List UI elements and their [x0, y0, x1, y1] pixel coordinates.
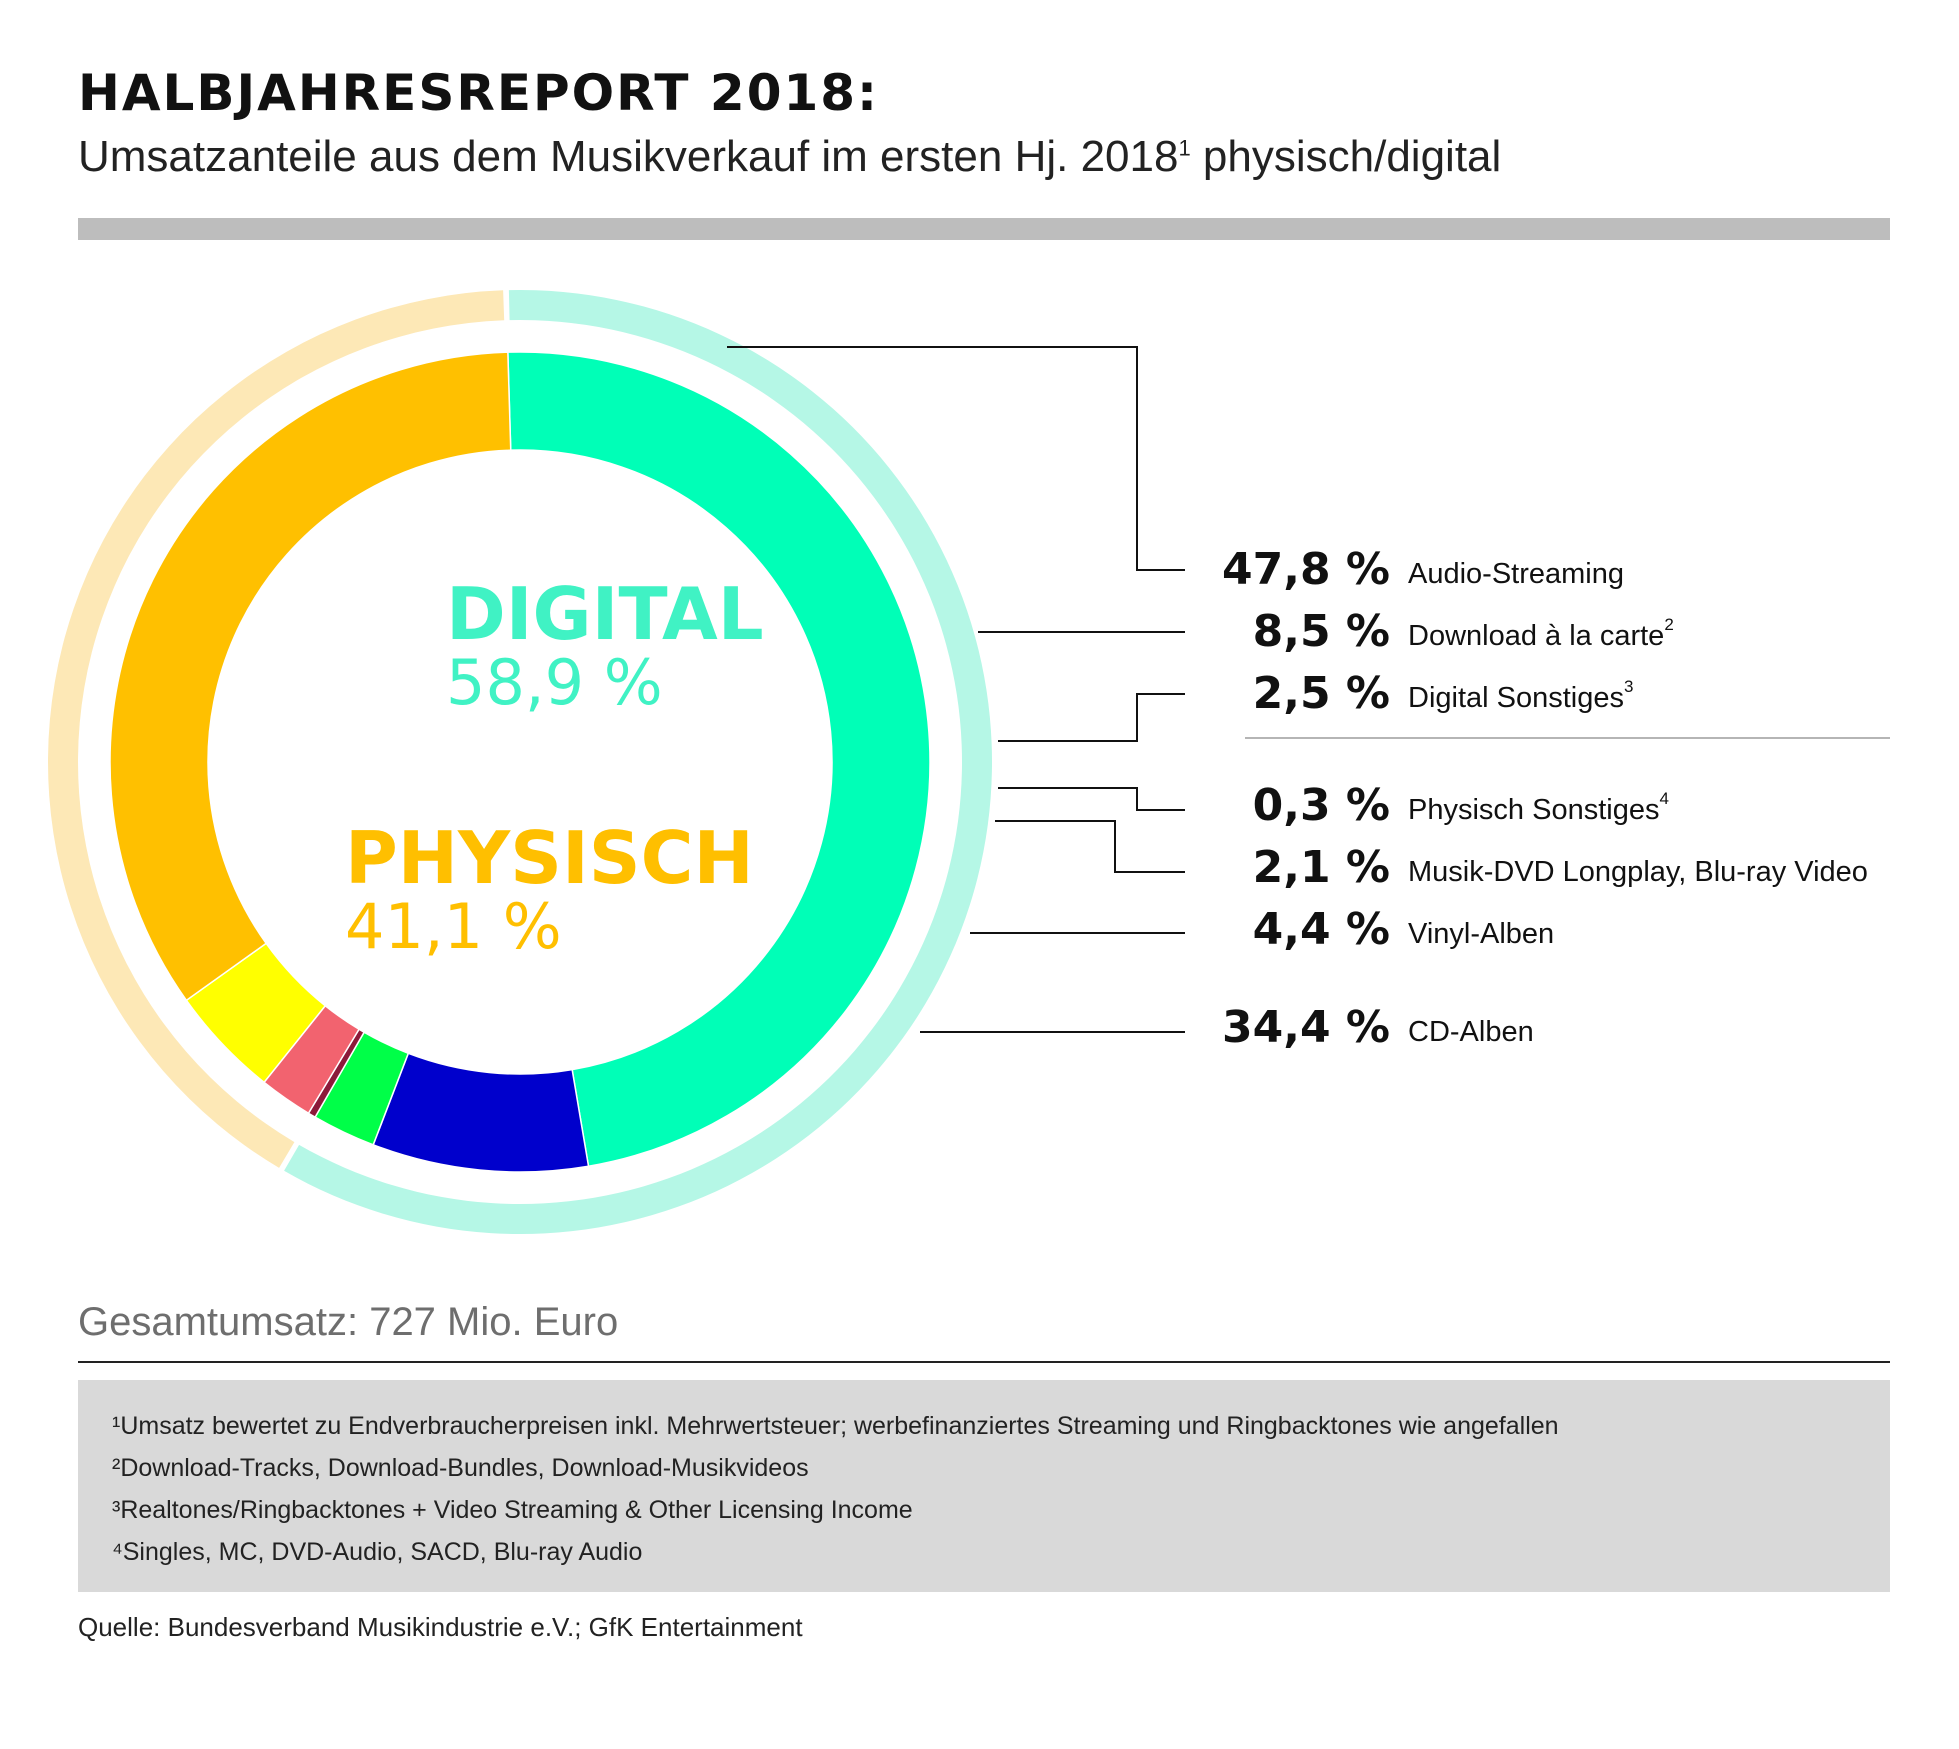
digital-value: 58,9 %: [446, 646, 663, 719]
leader-line-3: [998, 693, 1185, 742]
value-label-6: 4,4 %: [1253, 904, 1390, 955]
donut-chart: 47,8 % Audio-Streaming 8,5 % Download à la …: [47, 290, 1890, 1235]
category-label-4: Physisch Sonstiges4: [1408, 789, 1669, 825]
footnote-4: ⁴Singles, MC, DVD-Audio, SACD, Blu-ray A…: [112, 1538, 643, 1566]
subtitle-footnote-mark: 1: [1178, 135, 1191, 161]
value-label-1: 47,8 %: [1222, 544, 1390, 595]
category-label-7: CD-Alben: [1408, 1016, 1534, 1048]
footer-rule: [78, 1361, 1890, 1363]
chart-subtitle: Umsatzanteile aus dem Musikverkauf im er…: [78, 132, 1501, 182]
physical-value: 41,1 %: [345, 890, 562, 963]
footnote-1: ¹Umsatz bewertet zu Endverbraucherpreise…: [112, 1412, 1559, 1440]
slice-ring: [109, 351, 931, 1173]
category-label-6: Vinyl-Alben: [1408, 918, 1554, 950]
footnotes-box: ¹Umsatz bewertet zu Endverbraucherpreise…: [78, 1380, 1890, 1592]
slice-labels: 47,8 % Audio-Streaming 8,5 % Download à la …: [1222, 544, 1868, 1053]
slice-audio-streaming: [507, 351, 931, 1168]
leader-line-5: [995, 820, 1185, 873]
chart-title: HALBJAHRESREPORT 2018:: [78, 64, 880, 122]
subtitle-text-end: physisch/digital: [1190, 132, 1502, 181]
category-label-5: Musik-DVD Longplay, Blu-ray Video: [1408, 856, 1868, 888]
subtitle-text: Umsatzanteile aus dem Musikverkauf im er…: [78, 132, 1179, 181]
category-label-3: Digital Sonstiges3: [1408, 677, 1633, 713]
slice-download-la-carte: [372, 1052, 590, 1173]
category-label-1: Audio-Streaming: [1408, 558, 1624, 590]
leader-line-1: [727, 346, 1185, 571]
total-revenue: Gesamtumsatz: 727 Mio. Euro: [78, 1300, 619, 1344]
category-label-2: Download à la carte2: [1408, 615, 1674, 651]
value-label-7: 34,4 %: [1222, 1002, 1390, 1053]
value-label-5: 2,1 %: [1253, 842, 1390, 893]
physical-label: PHYSISCH: [345, 816, 754, 900]
digital-label: DIGITAL: [446, 572, 764, 656]
value-label-4: 0,3 %: [1253, 780, 1390, 831]
value-label-3: 2,5 %: [1253, 668, 1390, 719]
value-label-2: 8,5 %: [1253, 606, 1390, 657]
footnote-3: ³Realtones/Ringbacktones + Video Streami…: [112, 1496, 913, 1524]
source-note: Quelle: Bundesverband Musikindustrie e.V…: [78, 1612, 803, 1642]
leader-line-4: [998, 787, 1185, 811]
slice-cd-alben: [109, 351, 512, 1002]
header-divider-bar: [78, 218, 1890, 240]
footnote-2: ²Download-Tracks, Download-Bundles, Down…: [112, 1454, 809, 1482]
leader-lines: [727, 346, 1185, 1033]
